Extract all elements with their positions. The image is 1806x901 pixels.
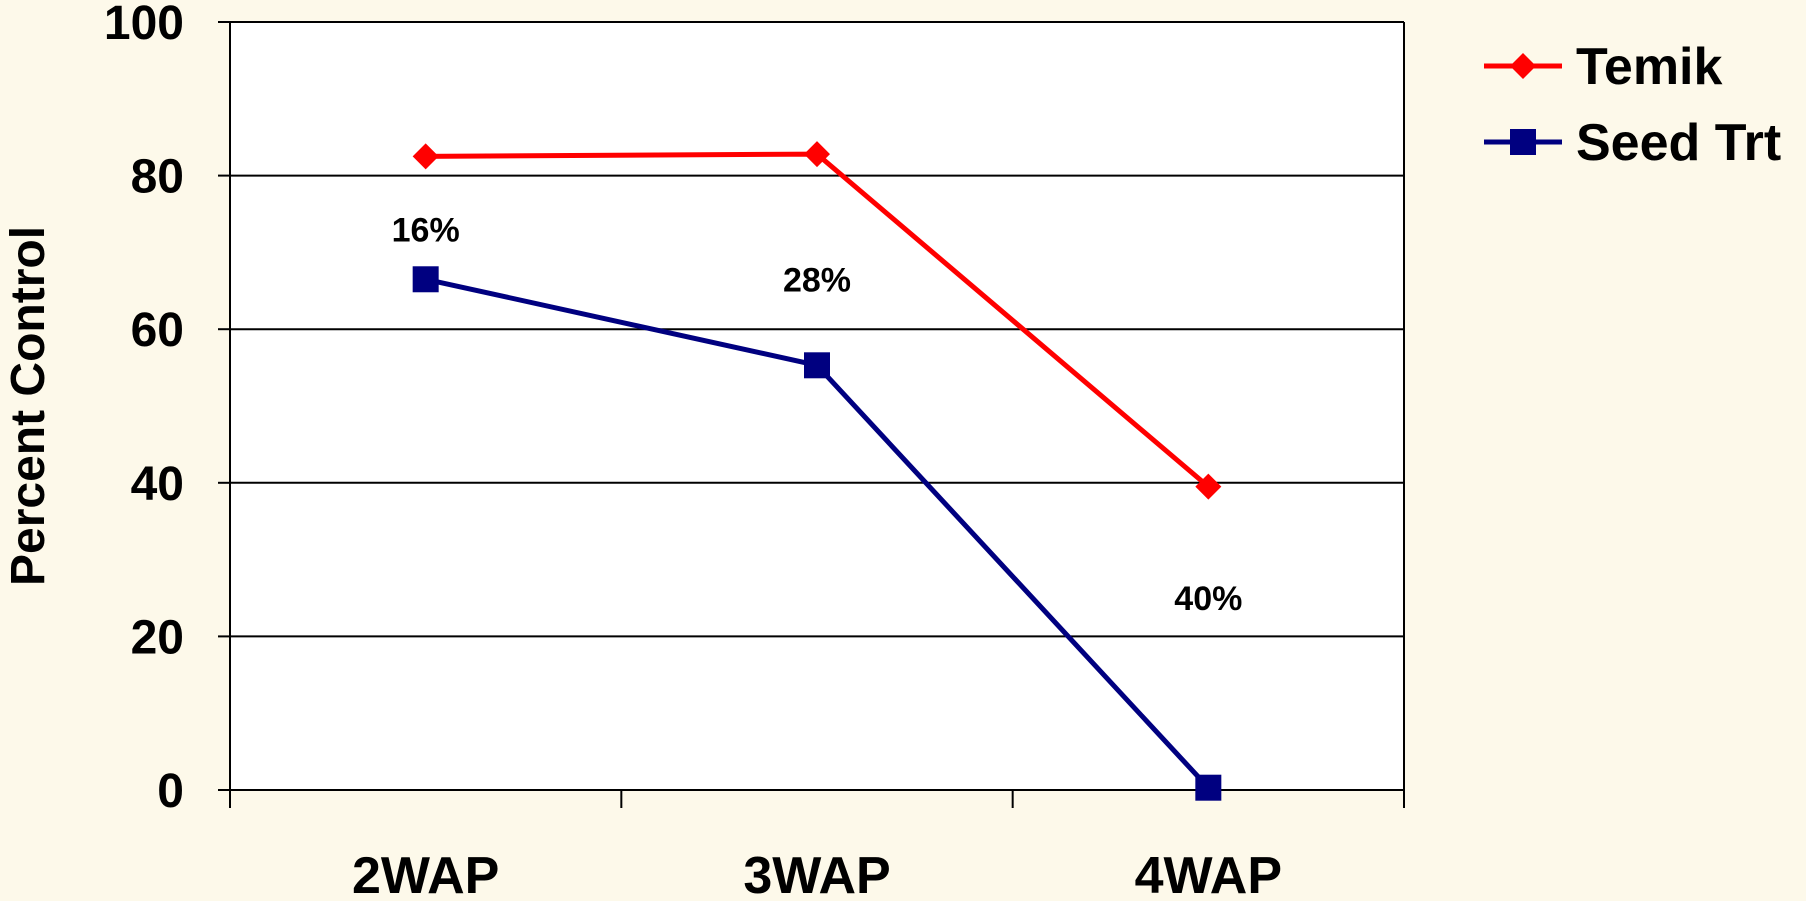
data-annotations: 16% 28% 40% xyxy=(392,211,1243,618)
y-tick-label: 40 xyxy=(131,458,184,511)
x-tick-labels: 2WAP 3WAP 4WAP xyxy=(352,847,1282,901)
data-label: 16% xyxy=(392,211,460,249)
y-tick-label: 60 xyxy=(131,304,184,357)
x-tick-label: 2WAP xyxy=(352,847,499,901)
data-point-square xyxy=(1510,129,1536,155)
data-point-diamond xyxy=(804,141,830,168)
y-tick-label: 100 xyxy=(104,0,184,50)
y-tick-label: 0 xyxy=(157,765,184,818)
y-tick-labels: 0 20 40 60 80 100 xyxy=(104,0,184,818)
x-tick-label: 4WAP xyxy=(1135,847,1282,901)
legend-label: Seed Trt xyxy=(1576,114,1781,172)
data-point-diamond xyxy=(1195,473,1222,500)
x-tick-label: 3WAP xyxy=(743,847,890,901)
data-label: 40% xyxy=(1174,580,1242,618)
legend-label: Temik xyxy=(1576,38,1723,96)
series xyxy=(412,141,1222,801)
y-tick-label: 20 xyxy=(131,611,184,664)
y-tick-label: 80 xyxy=(131,151,184,204)
plot-area xyxy=(230,22,1404,790)
series-1 xyxy=(412,266,1222,801)
legend-entry: Temik xyxy=(1484,38,1723,96)
legend: Temik Seed Trt xyxy=(1484,38,1781,172)
data-point-diamond xyxy=(1510,53,1536,79)
legend-entry: Seed Trt xyxy=(1484,114,1781,172)
data-label: 28% xyxy=(783,261,851,299)
y-axis-title: Percent Control xyxy=(2,226,55,586)
series-0 xyxy=(412,141,1222,500)
data-point-square xyxy=(1195,774,1222,801)
axes xyxy=(218,21,1405,808)
data-point-square xyxy=(804,352,830,379)
data-point-square xyxy=(412,266,439,293)
data-point-diamond xyxy=(412,143,439,170)
